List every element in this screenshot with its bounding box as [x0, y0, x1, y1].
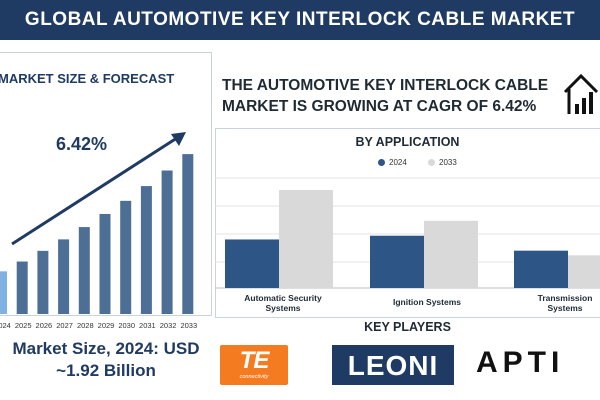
trend-arrow-head [171, 132, 186, 146]
market-size-line-2: ~1.92 Billion [56, 361, 156, 380]
house-growth-icon [563, 73, 599, 114]
title-banner: GLOBAL AUTOMOTIVE KEY INTERLOCK CABLE MA… [0, 0, 600, 40]
forecast-bar-2029 [99, 213, 111, 314]
by-application-title: BY APPLICATION [355, 135, 460, 149]
category-label-line: Systems [547, 303, 583, 313]
forecast-bar-2027 [58, 239, 70, 314]
forecast-tick-2024: 2024 [0, 321, 11, 330]
category-label-line: Automatic Security [244, 293, 322, 303]
te-connectivity-logo: TE connectivity [220, 345, 288, 385]
category-label-ignition: Ignition Systems [372, 297, 482, 307]
application-bar-chart [215, 177, 600, 289]
legend-item-2024: 2024 [378, 158, 407, 167]
cagr-annotation: 6.42% [56, 134, 108, 154]
forecast-tick-2031: 2031 [139, 321, 156, 330]
forecast-tick-2033: 2033 [180, 321, 197, 330]
forecast-bar-2024 [0, 271, 7, 314]
leoni-logo-text: LEONI [347, 350, 439, 381]
leoni-logo: LEONI [332, 345, 454, 385]
te-logo-text: TE [239, 347, 270, 374]
page-title: GLOBAL AUTOMOTIVE KEY INTERLOCK CABLE MA… [24, 9, 576, 30]
legend-label-2024: 2024 [389, 158, 407, 167]
te-logo-subtext: connectivity [239, 374, 269, 380]
category-label-automatic-security: Automatic Security Systems [228, 293, 338, 313]
forecast-bar-2026 [37, 250, 49, 314]
forecast-tick-2029: 2029 [98, 321, 115, 330]
trend-arrow-line [11, 134, 181, 246]
headline-line-2: MARKET IS GROWING AT CAGR OF 6.42% [222, 98, 537, 115]
headline-line-1: THE AUTOMOTIVE KEY INTERLOCK CABLE [222, 77, 549, 94]
cagr-headline: THE AUTOMOTIVE KEY INTERLOCK CABLE MARKE… [222, 75, 562, 117]
forecast-bar-2025 [16, 261, 28, 314]
legend-item-2033: 2033 [428, 158, 457, 167]
bar-2024-1 [370, 235, 424, 288]
bar-2033-2 [568, 255, 600, 288]
bar-2024-2 [514, 250, 568, 288]
bar-2033-0 [279, 190, 333, 288]
legend-swatch-2033 [428, 159, 435, 166]
forecast-bar-2031 [140, 186, 152, 314]
bar-2033-1 [424, 220, 478, 288]
bar-2024-0 [225, 239, 279, 288]
forecast-tick-2025: 2025 [15, 321, 32, 330]
category-label-line: Ignition Systems [392, 297, 461, 307]
forecast-bar-2032 [161, 170, 173, 314]
category-label-line: Transmission [537, 293, 593, 303]
forecast-tick-2028: 2028 [77, 321, 94, 330]
key-players-title: KEY PLAYERS [364, 320, 451, 334]
forecast-bar-2033 [182, 154, 194, 314]
forecast-tick-2026: 2026 [36, 321, 53, 330]
aptiv-logo: APTI [476, 346, 565, 379]
forecast-tick-2030: 2030 [118, 321, 135, 330]
category-label-transmission: Transmission Systems [520, 293, 600, 313]
market-size-line-1: Market Size, 2024: USD [12, 339, 200, 358]
market-forecast-title: MARKET SIZE & FORECAST [0, 71, 175, 86]
category-label-line: Systems [265, 303, 301, 313]
forecast-tick-2027: 2027 [56, 321, 73, 330]
market-size-text: Market Size, 2024: USD ~1.92 Billion [0, 338, 216, 382]
forecast-bar-2028 [78, 227, 90, 314]
legend-label-2033: 2033 [439, 158, 457, 167]
forecast-bar-2030 [120, 200, 132, 314]
forecast-tick-2032: 2032 [160, 321, 177, 330]
legend-swatch-2024 [378, 159, 385, 166]
